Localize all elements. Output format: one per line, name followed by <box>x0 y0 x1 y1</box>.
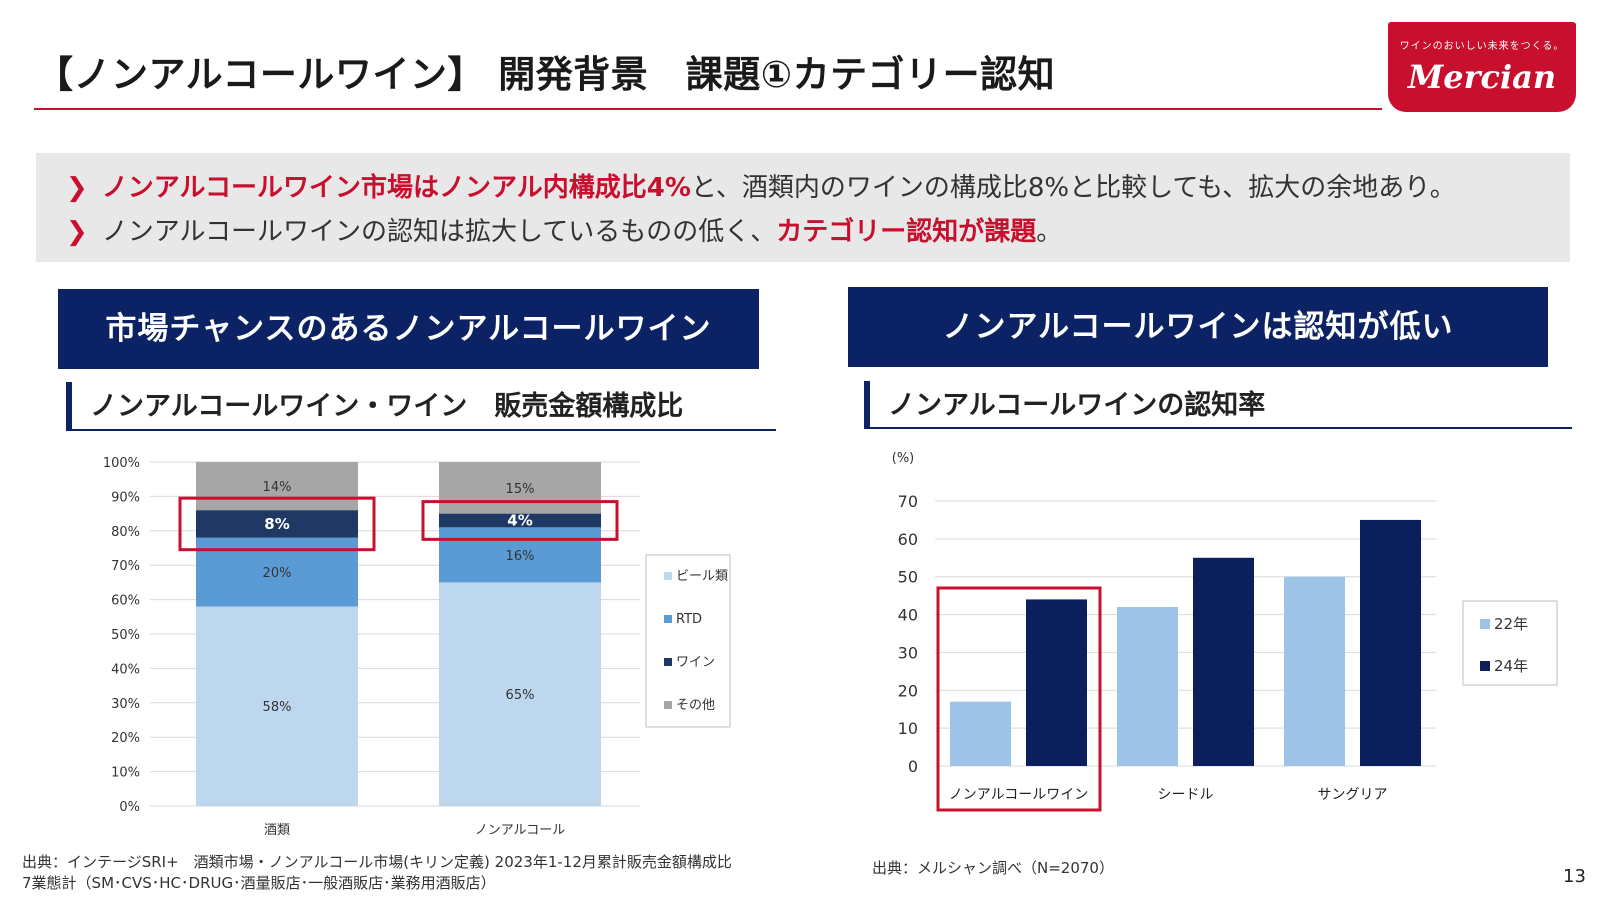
y-axis-unit: (%) <box>892 451 915 466</box>
y-tick-label: 70 <box>898 492 918 511</box>
bar-segment <box>439 513 601 528</box>
bar-segment <box>439 582 601 806</box>
bar-segment <box>196 606 358 806</box>
left-source: 出典：インテージSRI+ 酒類市場・ノンアルコール市場(キリン定義) 2023年… <box>22 852 732 894</box>
bullet-2: ❯ ノンアルコールワインの認知は拡大しているものの低く、カテゴリー認知が課題。 <box>66 211 1062 248</box>
y-tick-label: 20% <box>111 731 140 746</box>
legend-label: その他 <box>676 698 715 713</box>
data-label: 16% <box>506 549 535 564</box>
left-source-line2: 7業態計（SM･CVS･HC･DRUG･酒量販店･一般酒販店･業務用酒販店） <box>22 874 496 892</box>
y-tick-label: 60 <box>898 530 918 549</box>
legend-label: RTD <box>676 612 702 627</box>
bullet-1-highlight: ノンアルコールワイン市場はノンアル内構成比4% <box>101 173 691 203</box>
y-tick-label: 40 <box>898 606 918 625</box>
chevron-right-icon: ❯ <box>66 173 88 203</box>
data-label: 20% <box>263 566 292 581</box>
bar <box>1193 557 1254 766</box>
right-subtitle-bar <box>864 381 870 429</box>
bullet-2-highlight: カテゴリー認知が課題 <box>776 217 1037 247</box>
right-subtitle: ノンアルコールワインの認知率 <box>888 390 1266 421</box>
bar-segment <box>439 462 601 514</box>
y-tick-label: 50 <box>898 568 918 587</box>
legend-box <box>1462 600 1558 686</box>
right-subtitle-underline <box>864 427 1572 429</box>
y-tick-label: 50% <box>111 628 140 643</box>
x-category-label: シードル <box>1158 787 1214 803</box>
bar-segment <box>196 462 358 511</box>
data-label: 4% <box>507 511 532 529</box>
y-tick-label: 60% <box>111 594 140 609</box>
legend-label: 24年 <box>1494 657 1528 675</box>
bar <box>1284 576 1345 766</box>
legend-box <box>645 554 731 728</box>
data-label: 14% <box>263 480 292 495</box>
mercian-logo: ワインのおいしい未来をつくる。 Mercian <box>1388 22 1576 112</box>
legend-swatch <box>664 658 672 666</box>
legend-label: ビール類 <box>676 569 728 584</box>
chevron-right-icon: ❯ <box>66 217 88 247</box>
bar-segment <box>196 510 358 538</box>
y-tick-label: 100% <box>103 456 140 471</box>
page-title: 【ノンアルコールワイン】 開発背景 課題①カテゴリー認知 <box>36 53 1056 96</box>
bar <box>950 701 1011 766</box>
right-source: 出典：メルシャン調べ（N=2070） <box>872 859 1114 877</box>
bar <box>1026 599 1087 766</box>
data-label: 8% <box>264 515 289 533</box>
x-category-label: ノンアルコールワイン <box>949 787 1089 803</box>
summary-box: ❯ ノンアルコールワイン市場はノンアル内構成比4%と、酒類内のワインの構成比8%と… <box>36 153 1570 262</box>
awareness-chart: (%) 0 10 20 30 40 50 60 70 ノンアルコールワイン シードル サングリア 2… <box>892 451 1558 812</box>
x-category-label: ノンアルコール <box>475 823 566 838</box>
y-tick-label: 10 <box>898 719 918 738</box>
highlight-box <box>178 496 376 552</box>
page-number: 13 <box>1563 866 1586 887</box>
left-source-line1: 出典：インテージSRI+ 酒類市場・ノンアルコール市場(キリン定義) 2023年… <box>22 853 732 871</box>
bullet-2-end: 。 <box>1036 217 1063 247</box>
y-tick-label: 40% <box>111 662 140 677</box>
data-label: 15% <box>506 482 535 497</box>
highlight-box <box>936 586 1102 812</box>
y-tick-label: 20 <box>898 681 918 700</box>
left-banner: 市場チャンスのあるノンアルコールワイン <box>58 289 759 369</box>
y-tick-label: 10% <box>111 766 140 781</box>
y-tick-label: 0 <box>908 757 918 776</box>
y-tick-label: 0% <box>119 800 140 815</box>
y-tick-label: 30% <box>111 697 140 712</box>
y-tick-label: 30 <box>898 643 918 662</box>
legend-swatch <box>664 615 672 623</box>
left-subtitle: ノンアルコールワイン・ワイン 販売金額構成比 <box>90 391 684 422</box>
x-category-label: 酒類 <box>264 823 290 838</box>
left-subtitle-underline <box>66 429 776 431</box>
bullet-1: ❯ ノンアルコールワイン市場はノンアル内構成比4%と、酒類内のワインの構成比8%と… <box>66 167 1456 204</box>
highlight-box <box>421 500 619 541</box>
bullet-2-text: ノンアルコールワインの認知は拡大しているものの低く、 <box>101 217 777 247</box>
left-subtitle-bar <box>66 382 72 430</box>
logo-tagline: ワインのおいしい未来をつくる。 <box>1399 41 1565 52</box>
bar <box>1117 607 1178 766</box>
x-category-label: サングリア <box>1318 787 1388 803</box>
y-tick-label: 70% <box>111 559 140 574</box>
right-banner: ノンアルコールワインは認知が低い <box>848 287 1548 367</box>
y-tick-label: 80% <box>111 525 140 540</box>
title-underline <box>34 108 1382 110</box>
data-label: 65% <box>506 688 535 703</box>
legend-swatch <box>1480 661 1490 671</box>
legend-label: 22年 <box>1494 615 1528 633</box>
bar <box>1360 519 1421 766</box>
data-label: 58% <box>263 700 292 715</box>
bullet-1-text: と、酒類内のワインの構成比8%と比較しても、拡大の余地あり。 <box>690 173 1456 203</box>
composition-chart: 0% 10% 20% 30% 40% 50% 60% 70% 80% 90% 100% 58% 20%… <box>103 456 731 838</box>
legend-swatch <box>664 701 672 709</box>
legend-label: ワイン <box>676 655 715 670</box>
y-tick-label: 90% <box>111 490 140 505</box>
legend-swatch <box>664 572 672 580</box>
legend-swatch <box>1480 619 1490 629</box>
logo-wordmark: Mercian <box>1407 58 1557 96</box>
bar-segment <box>439 527 601 583</box>
